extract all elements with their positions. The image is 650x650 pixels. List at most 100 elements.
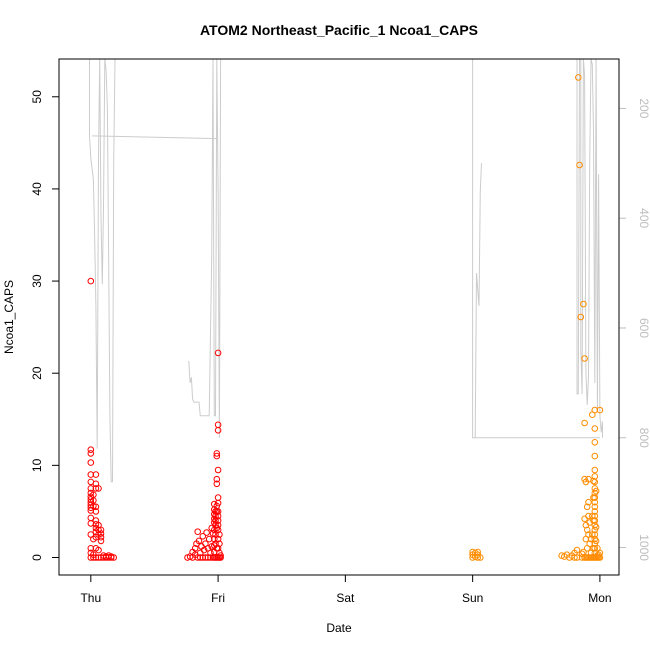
data-point (97, 533, 105, 541)
data-point (591, 521, 599, 529)
data-point (214, 494, 222, 501)
x-axis-label: Date (326, 621, 352, 635)
data-point (213, 480, 221, 488)
data-point (92, 471, 100, 478)
data-point (214, 427, 222, 434)
data-point (583, 503, 591, 511)
data-point (573, 554, 581, 561)
data-point (214, 466, 222, 474)
data-point (211, 535, 218, 543)
points-layer (87, 74, 604, 561)
data-point (571, 554, 578, 561)
data-point (214, 512, 222, 520)
data-point (591, 512, 599, 520)
data-point (581, 355, 588, 362)
data-point (573, 546, 581, 554)
data-point (87, 446, 95, 454)
data-point (592, 537, 600, 545)
y-tick-label: 50 (30, 90, 44, 104)
x-tick-label: Mon (588, 591, 611, 605)
data-point (592, 523, 600, 531)
data-point (214, 545, 222, 552)
data-point (591, 478, 599, 486)
data-point (590, 477, 597, 485)
data-point (585, 498, 592, 506)
data-point (97, 537, 105, 545)
data-point (195, 537, 203, 545)
data-point (203, 529, 210, 536)
data-point (477, 554, 484, 561)
data-point (214, 517, 222, 524)
data-point (596, 406, 604, 414)
y-axis-label: Ncoa1_CAPS (2, 280, 16, 354)
data-point (216, 531, 223, 538)
depth-line-segment (188, 58, 222, 438)
chart-title: ATOM2 Northeast_Pacific_1 Ncoa1_CAPS (200, 22, 478, 38)
data-point (581, 419, 588, 427)
y-tick-label: 20 (30, 366, 44, 380)
data-point (213, 475, 221, 483)
y-tick-label: 40 (30, 182, 44, 196)
data-point (197, 554, 204, 561)
data-point (591, 494, 599, 501)
data-point (216, 540, 223, 548)
data-point (576, 161, 583, 169)
depth-line-segment (472, 59, 482, 439)
data-point (592, 487, 600, 495)
x-tick-label: Sun (462, 591, 483, 605)
data-point (577, 313, 585, 321)
data-point (214, 349, 222, 357)
data-point (87, 459, 95, 466)
y-tick-label: 0 (30, 554, 44, 561)
data-point (214, 526, 222, 534)
data-point (591, 489, 599, 497)
data-point (92, 503, 100, 511)
data-point (583, 526, 591, 534)
data-point (596, 549, 604, 557)
data-point (214, 508, 222, 515)
data-point (591, 452, 599, 460)
x-tick-label: Fri (211, 591, 225, 605)
data-point (474, 554, 482, 561)
depth-line-segment (92, 135, 219, 140)
data-point (591, 535, 599, 543)
data-point (585, 512, 592, 520)
data-point (214, 535, 222, 543)
data-point (95, 546, 102, 554)
data-point (575, 74, 582, 81)
y-tick-label: 30 (30, 274, 44, 288)
data-point (207, 554, 214, 561)
y2-tick-label: 1000 (637, 534, 650, 561)
y2-tick-label: 200 (637, 98, 650, 118)
y2-tick-label: 400 (637, 208, 650, 228)
y2-tick-label: 800 (637, 428, 650, 448)
data-point (591, 508, 599, 515)
plot-frame (58, 58, 620, 576)
data-point (97, 530, 105, 537)
data-point (581, 515, 588, 523)
data-point (586, 540, 594, 548)
data-point (199, 554, 207, 561)
depth-line-segment (89, 58, 116, 483)
data-point (591, 531, 599, 538)
axes-layer: Thu Fri Sat Sun Mon 0 10 20 30 40 50 200 400 600 800 10… (30, 90, 650, 605)
y2-tick-label: 600 (637, 318, 650, 338)
data-point (191, 545, 199, 552)
data-point (92, 508, 100, 515)
data-point (591, 503, 599, 511)
depth-line-layer (89, 58, 603, 483)
data-point (92, 485, 100, 492)
data-point (591, 425, 599, 432)
data-point (596, 554, 604, 561)
data-point (110, 554, 117, 561)
data-point (213, 452, 221, 460)
y-tick-label: 10 (30, 458, 44, 472)
x-tick-label: Thu (80, 591, 101, 605)
data-point (87, 277, 95, 285)
data-point (200, 546, 208, 554)
data-point (580, 300, 587, 308)
data-point (194, 528, 201, 536)
data-point (199, 533, 207, 540)
data-point (591, 517, 599, 524)
